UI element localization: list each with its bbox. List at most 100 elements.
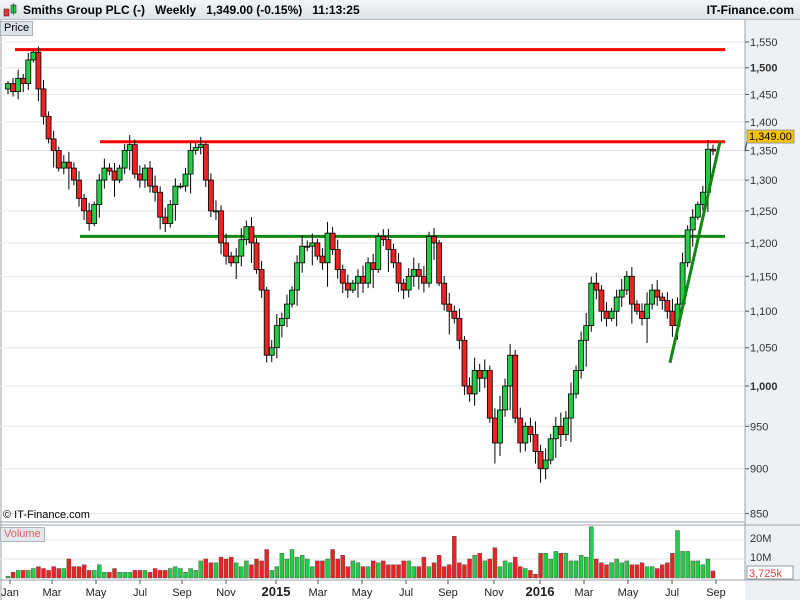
volume-bar	[523, 568, 528, 579]
candle	[537, 444, 544, 483]
candle	[441, 276, 448, 311]
candle-body	[167, 204, 174, 224]
x-tick-label: 2016	[526, 584, 555, 599]
y-tick-label: 1,300	[750, 175, 778, 187]
candle-body	[142, 167, 148, 181]
volume-bar	[644, 566, 650, 579]
volume-bar	[558, 553, 564, 579]
candle	[197, 136, 204, 155]
candle-body	[578, 339, 585, 371]
volume-tick-label: 20M	[750, 533, 771, 545]
candle-body	[253, 242, 260, 270]
volume-bar	[279, 553, 285, 579]
candle	[542, 448, 549, 480]
volume-bar	[619, 562, 624, 579]
volume-bar	[660, 564, 665, 579]
candle-body	[334, 249, 341, 270]
volume-bar	[132, 570, 137, 579]
volume-bar	[147, 572, 153, 579]
volume-bar	[360, 566, 366, 579]
volume-bar	[639, 562, 645, 579]
volume-bar	[563, 553, 569, 579]
candle-body	[669, 310, 676, 327]
volume-bar	[624, 560, 629, 579]
candle	[710, 144, 716, 156]
y-tick-label: 1,150	[750, 271, 778, 283]
volume-bar	[487, 558, 493, 579]
candle-body	[471, 370, 478, 395]
volume-bar	[97, 564, 102, 579]
y-tick-label: 1,400	[750, 117, 778, 129]
y-tick-label: 1,350	[750, 145, 778, 157]
candle	[207, 173, 214, 218]
volume-bar	[507, 562, 513, 579]
x-tick-label: Sep	[438, 587, 458, 599]
volume-bar	[518, 566, 523, 579]
candle	[273, 314, 280, 359]
volume-bar	[107, 572, 112, 579]
chart-header: Smiths Group PLC (-) Weekly 1,349.00 (-0…	[0, 0, 800, 20]
candle	[522, 422, 529, 452]
candle-body	[583, 325, 590, 341]
candle	[476, 363, 483, 393]
candle-body	[603, 310, 610, 319]
x-tick-label: Nov	[484, 587, 504, 599]
volume-bar	[61, 568, 66, 579]
candle	[598, 285, 605, 322]
candle	[192, 142, 199, 155]
volume-bar	[228, 556, 234, 579]
candle-body	[202, 144, 209, 181]
candle-body	[507, 354, 514, 387]
candle	[60, 155, 67, 175]
candle	[664, 292, 671, 319]
candle-body	[375, 235, 382, 270]
candle	[65, 151, 72, 190]
candle	[309, 233, 316, 266]
candle	[497, 395, 503, 457]
volume-bar	[310, 566, 315, 579]
candle-body	[30, 51, 37, 61]
candle	[426, 231, 432, 288]
candle-body	[608, 310, 615, 319]
candle-body	[268, 347, 275, 356]
candle-body	[476, 370, 483, 379]
candle-body	[197, 144, 204, 148]
candle	[527, 417, 534, 443]
candle-body	[481, 370, 488, 379]
candle-body	[218, 210, 224, 244]
candle-body	[238, 239, 245, 257]
volume-bar	[56, 568, 61, 579]
candle	[76, 170, 82, 207]
volume-bar	[589, 526, 594, 579]
candle	[471, 357, 478, 406]
candle	[289, 286, 295, 308]
volume-bar	[173, 566, 178, 579]
candle-body	[593, 282, 600, 291]
volume-bar	[208, 562, 214, 579]
volume-bar	[568, 560, 574, 579]
brand: IT-Finance.com	[706, 3, 794, 17]
candle	[243, 220, 250, 246]
candle	[142, 164, 148, 188]
volume-bar	[21, 570, 26, 579]
volume-bar	[396, 564, 401, 579]
y-tick-label: 1,250	[750, 206, 778, 218]
candle	[278, 312, 285, 338]
volume-bar	[239, 566, 244, 579]
candle-body	[563, 417, 569, 436]
candle	[370, 253, 377, 289]
candle-body	[659, 296, 666, 301]
candle	[152, 175, 158, 202]
volume-bar	[381, 560, 386, 579]
candle	[111, 162, 118, 197]
volume-bar	[431, 562, 437, 579]
candle-body	[177, 185, 184, 188]
candle	[420, 266, 427, 293]
candle	[507, 343, 514, 411]
candle	[380, 229, 387, 247]
candle-body	[451, 310, 458, 319]
axis-background	[745, 20, 800, 600]
candle-body	[243, 226, 250, 241]
x-tick-label: Jan	[1, 587, 19, 599]
candle-body	[91, 204, 98, 224]
